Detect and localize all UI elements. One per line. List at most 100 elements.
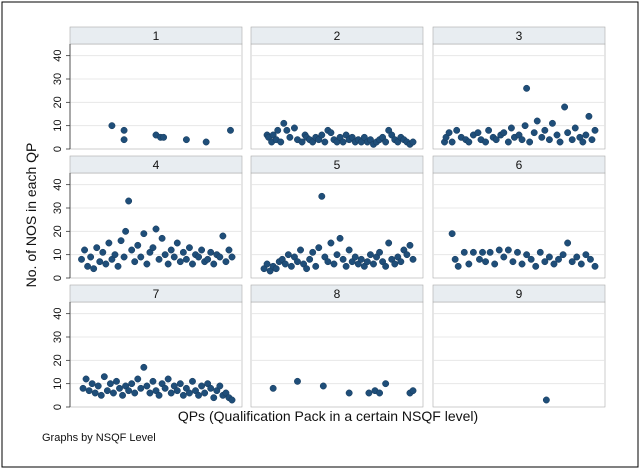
data-point [140, 363, 148, 371]
data-point [155, 391, 163, 399]
data-point [84, 262, 92, 270]
panel-plot-area [432, 43, 606, 150]
data-point [117, 237, 125, 245]
data-point [476, 255, 483, 263]
data-point [500, 129, 508, 137]
data-point [556, 138, 564, 146]
y-tick-label: 0 [52, 146, 64, 152]
data-point [306, 255, 314, 263]
panel-plot-area [250, 301, 424, 408]
panel-label: 9 [516, 287, 523, 301]
data-point [176, 258, 184, 266]
data-point [225, 246, 233, 254]
data-point [542, 396, 550, 404]
data-point [536, 248, 544, 256]
data-point [482, 138, 490, 146]
y-tick-label: 40 [52, 179, 64, 191]
data-point [409, 387, 417, 395]
data-point [146, 389, 154, 397]
data-point [409, 138, 417, 146]
data-point [453, 126, 461, 134]
data-point [125, 197, 133, 205]
data-point [82, 375, 90, 383]
data-point [179, 391, 187, 399]
data-point [385, 239, 393, 247]
data-point [448, 138, 456, 146]
data-point [105, 239, 113, 247]
data-point [85, 387, 93, 395]
data-point [111, 251, 119, 259]
data-point [286, 133, 294, 141]
data-point [318, 131, 326, 139]
y-tick-label: 30 [52, 73, 64, 85]
y-tick-label: 30 [52, 331, 64, 343]
data-point [303, 265, 311, 273]
panel-label: 6 [516, 158, 523, 172]
data-point [409, 255, 417, 263]
data-point [164, 375, 172, 383]
panel-plot-area [69, 43, 243, 150]
panel-label: 8 [334, 287, 341, 301]
data-point [272, 265, 280, 273]
data-point [376, 248, 384, 256]
data-point [568, 136, 576, 144]
data-point [216, 253, 224, 261]
data-point [287, 262, 295, 270]
data-point [173, 387, 181, 395]
panel-plot-area [432, 301, 606, 408]
data-point [533, 117, 541, 125]
data-point [465, 138, 473, 146]
data-point [137, 384, 145, 392]
y-tick-label: 10 [52, 120, 64, 132]
data-point [454, 262, 462, 270]
data-point [290, 124, 298, 132]
data-point [319, 382, 327, 390]
data-point [561, 103, 569, 111]
data-point [492, 136, 500, 144]
data-point [363, 258, 371, 266]
data-point [391, 260, 399, 268]
data-point [96, 258, 104, 266]
data-point [585, 112, 593, 120]
data-point [283, 126, 291, 134]
data-point [173, 239, 181, 247]
data-point [545, 136, 553, 144]
data-point [545, 253, 553, 261]
y-tick-label: 0 [52, 404, 64, 410]
data-point [312, 262, 320, 270]
data-point [179, 248, 187, 256]
y-tick-label: 10 [52, 378, 64, 390]
y-tick-label: 20 [52, 354, 64, 366]
data-point [521, 122, 529, 130]
data-point [99, 248, 107, 256]
data-point [555, 255, 562, 263]
data-point [504, 246, 512, 254]
data-point [586, 255, 594, 263]
data-point [366, 251, 374, 259]
data-point [93, 244, 101, 252]
data-point [152, 225, 160, 233]
y-tick-label: 40 [52, 50, 64, 62]
y-tick-label: 20 [52, 225, 64, 237]
data-point [568, 258, 576, 266]
x-axis-title: QPs (Qualification Pack in a certain NSQ… [178, 408, 478, 424]
data-point [491, 260, 499, 268]
data-point [160, 133, 168, 141]
data-point [591, 126, 599, 134]
data-point [119, 391, 127, 399]
data-point [460, 248, 468, 256]
data-point [113, 377, 120, 385]
data-point [189, 377, 196, 385]
data-point [158, 234, 166, 242]
data-point [479, 248, 486, 256]
data-point [321, 138, 329, 146]
data-point [227, 126, 234, 134]
data-point [548, 119, 556, 127]
data-point [228, 396, 236, 404]
data-point [591, 262, 599, 270]
data-point [94, 382, 102, 390]
data-point [182, 255, 190, 263]
panel-header [432, 155, 606, 174]
data-point [164, 260, 172, 268]
